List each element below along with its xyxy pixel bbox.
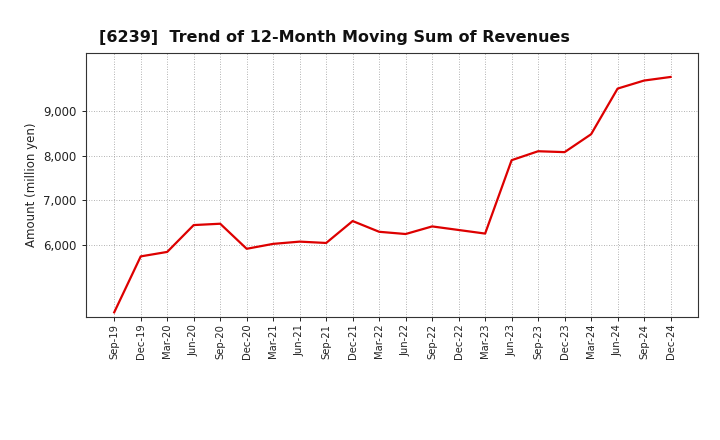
Text: [6239]  Trend of 12-Month Moving Sum of Revenues: [6239] Trend of 12-Month Moving Sum of R… <box>99 29 570 45</box>
Y-axis label: Amount (million yen): Amount (million yen) <box>24 123 37 247</box>
